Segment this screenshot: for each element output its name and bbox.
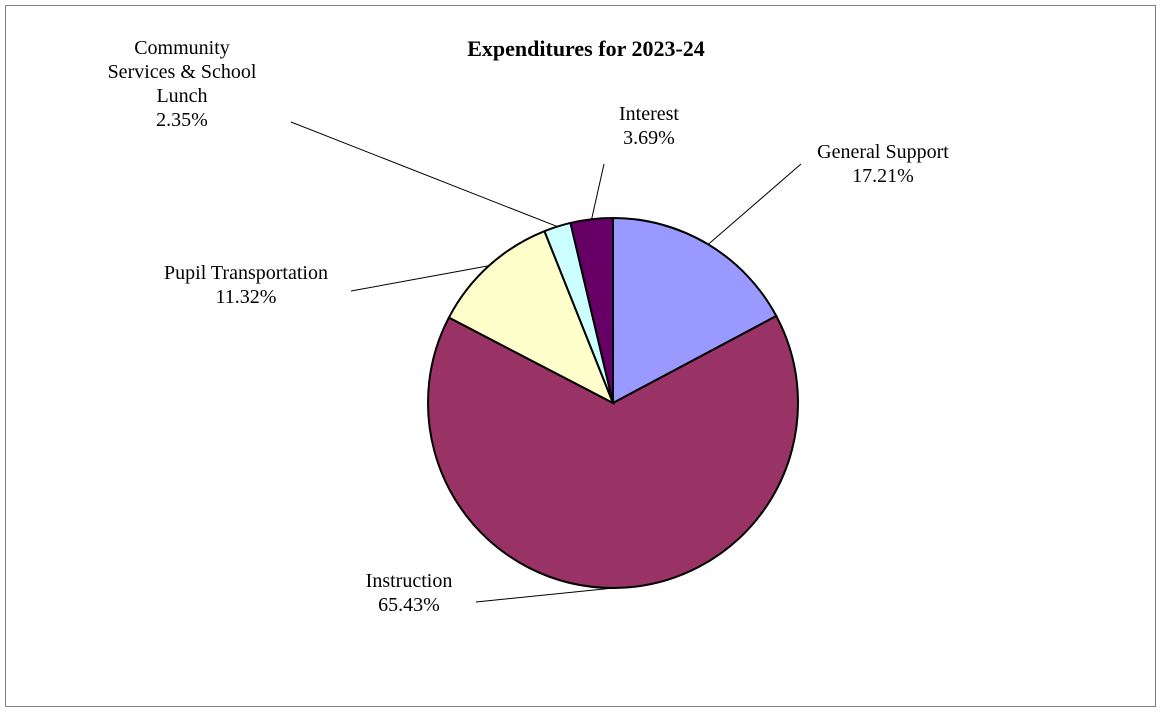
data-label-general-support: General Support 17.21% bbox=[817, 141, 949, 187]
data-label-name: Instruction bbox=[366, 570, 453, 592]
data-labels-layer: General Support 17.21% Instruction 65.43% Pu… bbox=[108, 37, 950, 616]
data-label-value: 3.69% bbox=[623, 127, 675, 149]
pie-slice-pupil-transportation bbox=[447, 229, 615, 406]
data-label-name: General Support bbox=[817, 141, 949, 163]
data-label-interest: Interest 3.69% bbox=[619, 103, 679, 149]
data-label-name: Services & School bbox=[108, 61, 257, 83]
leader-line-pupil-transportation bbox=[350, 265, 490, 292]
data-label-name: Community bbox=[134, 37, 230, 59]
leader-line-instruction bbox=[475, 587, 614, 603]
data-label-value: 11.32% bbox=[216, 286, 277, 308]
chart-frame: Expenditures for 2023-24 General Support… bbox=[5, 5, 1156, 707]
chart-title: Expenditures for 2023-24 bbox=[467, 36, 705, 61]
leader-lines-layer bbox=[290, 121, 802, 603]
data-label-community-services-and-school-lunch: Community Services & School Lunch 2.35% bbox=[108, 37, 257, 131]
leader-line-general-support bbox=[707, 163, 802, 245]
data-label-pupil-transportation: Pupil Transportation 11.32% bbox=[164, 262, 328, 308]
pie-chart: Expenditures for 2023-24 General Support… bbox=[108, 36, 950, 616]
leader-line-interest bbox=[591, 163, 605, 220]
data-label-name: Interest bbox=[619, 103, 679, 125]
data-label-instruction: Instruction 65.43% bbox=[366, 570, 453, 616]
data-label-value: 17.21% bbox=[852, 165, 914, 187]
slices-layer bbox=[427, 216, 799, 589]
data-label-value: 65.43% bbox=[378, 594, 440, 616]
data-label-name: Pupil Transportation bbox=[164, 262, 328, 284]
data-label-value: 2.35% bbox=[156, 109, 208, 131]
pie-slice-instruction bbox=[427, 314, 799, 589]
data-label-name: Lunch bbox=[156, 85, 207, 107]
leader-line-community-services-and-school-lunch bbox=[290, 121, 558, 228]
